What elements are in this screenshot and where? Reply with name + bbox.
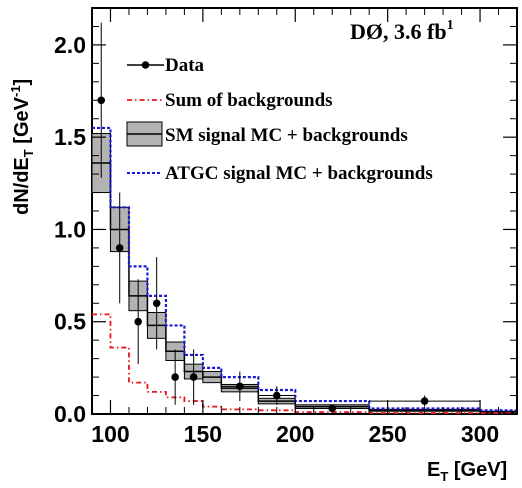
y-tick-label: 2.0 <box>54 32 86 58</box>
experiment-label-text: DØ, 3.6 fb <box>350 19 447 44</box>
x-axis-title: ET [GeV] <box>427 459 507 484</box>
legend-label-atgc-signal: ATGC signal MC + backgrounds <box>165 163 433 184</box>
atgc-signal-histogram <box>92 126 517 412</box>
data-points-group <box>97 22 481 413</box>
legend-entry-atgc-signal: ATGC signal MC + backgrounds <box>127 163 433 184</box>
data-point <box>171 373 179 381</box>
luminosity-superscript: 1 <box>447 18 454 33</box>
data-point <box>115 244 124 252</box>
axes-group: 0.0 0.5 1.0 1.5 2.0 100 150 200 250 300 <box>54 7 518 447</box>
x-tick-label: 250 <box>368 421 406 447</box>
legend: Data Sum of backgrounds SM signal MC + b… <box>126 55 433 184</box>
x-tick-label: 200 <box>276 421 314 447</box>
y-axis-title: dN/dET [GeV-1] <box>8 79 36 215</box>
x-tick-label: 100 <box>91 421 129 447</box>
legend-data-marker <box>141 61 150 69</box>
x-axis-title-sub: T <box>440 469 448 484</box>
x-tick-label: 150 <box>184 421 222 447</box>
data-point <box>189 373 198 381</box>
legend-label-data: Data <box>165 55 205 76</box>
data-point <box>134 317 142 326</box>
legend-entry-data: Data <box>127 55 205 76</box>
y-axis-title-sub: T <box>21 149 36 157</box>
y-axis-title-unit: [GeV <box>11 96 33 149</box>
data-point <box>152 299 161 308</box>
sm-signal-histogram <box>92 162 517 413</box>
plot-frame <box>91 7 518 415</box>
legend-entry-sum-of-backgrounds: Sum of backgrounds <box>127 90 333 111</box>
legend-label-sm-signal: SM signal MC + backgrounds <box>165 125 408 146</box>
legend-label-sum-of-backgrounds: Sum of backgrounds <box>165 90 333 111</box>
background-histogram <box>92 313 517 414</box>
x-axis-title-unit: [GeV] <box>448 459 507 481</box>
x-tick-label: 300 <box>461 421 499 447</box>
data-point <box>97 96 106 105</box>
y-axis-title-unit-sup: -1 <box>8 85 23 97</box>
y-tick-label: 0.5 <box>54 309 86 335</box>
y-tick-label: 0.0 <box>54 401 86 427</box>
y-tick-label: 1.0 <box>54 216 86 242</box>
x-axis-title-main: E <box>427 459 440 481</box>
data-point <box>236 382 244 391</box>
legend-entry-sm-signal: SM signal MC + backgrounds <box>126 121 408 147</box>
y-axis-title-main: dN/dE <box>11 157 33 215</box>
y-tick-label: 1.5 <box>54 124 86 150</box>
experiment-label: DØ, 3.6 fb1 <box>350 18 454 44</box>
y-axis-title-unit-close: ] <box>11 79 33 86</box>
data-point <box>420 397 429 405</box>
data-point <box>272 391 281 400</box>
